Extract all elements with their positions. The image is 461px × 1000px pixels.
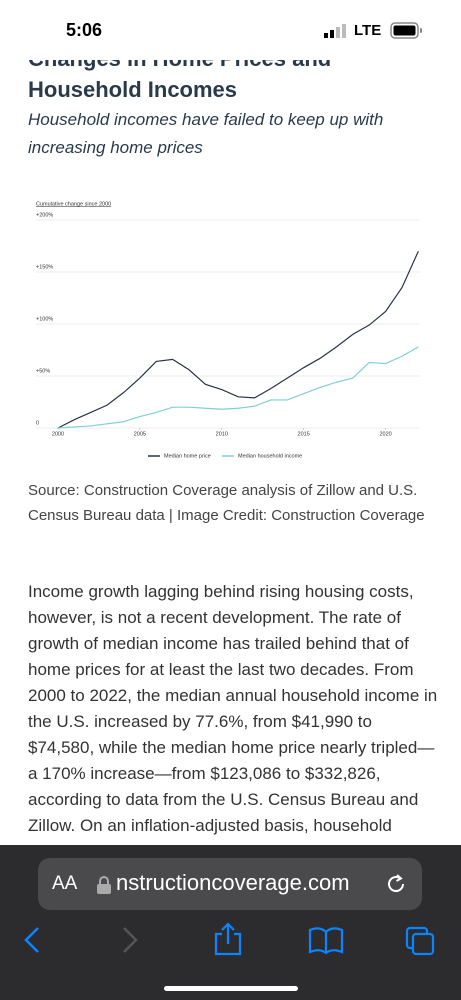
x-tick-label: 2000: [52, 431, 64, 437]
y-tick-label: +150%: [36, 264, 53, 270]
forward-button[interactable]: [123, 927, 138, 953]
battery-icon: [390, 22, 422, 39]
time: 5:06: [66, 20, 103, 40]
x-tick-label: 2010: [216, 431, 228, 437]
line-series: [57, 346, 419, 429]
y-axis-label: Cumulative change since 2000: [36, 201, 111, 207]
bookmarks-button[interactable]: [308, 927, 344, 955]
y-tick-label: +100%: [36, 316, 53, 322]
tabs-button[interactable]: [405, 926, 435, 956]
x-tick-label: 2005: [134, 431, 146, 437]
url[interactable]: nstructioncoverage.com: [116, 870, 350, 895]
status-bar: 5:06 LTE: [0, 0, 461, 60]
x-tick-label: 2015: [298, 431, 310, 437]
network: LTE: [354, 22, 382, 39]
back-button[interactable]: [24, 927, 39, 953]
x-tick-label: 2020: [379, 431, 391, 437]
subtitle: Household incomes have failed to keep up…: [28, 110, 384, 157]
signal-icon: [324, 24, 346, 38]
paragraph: Income growth lagging behind rising hous…: [28, 582, 438, 835]
y-tick-label: 0: [36, 420, 39, 426]
nav-icons: [24, 922, 435, 991]
legend-label: Median home price: [164, 453, 211, 459]
y-tick-label: +50%: [36, 368, 50, 374]
chart: Cumulative change since 2000 0 +50% +100% +…: [36, 201, 420, 459]
title-line: Household Incomes: [28, 77, 238, 102]
address-bar[interactable]: AA nstructioncoverage.com: [38, 858, 422, 910]
home-indicator: [164, 986, 298, 991]
share-button[interactable]: [214, 922, 242, 956]
text-size-button[interactable]: AA: [52, 873, 78, 894]
lock-icon: [97, 876, 111, 894]
browser-toolbar: AA nstructioncoverage.com: [0, 845, 461, 1000]
reload-icon[interactable]: [384, 872, 408, 896]
line-series: [57, 250, 419, 429]
legend-label: Median household income: [238, 453, 302, 459]
y-tick-label: +200%: [36, 212, 53, 218]
image-caption: Source: Construction Coverage analysis o…: [28, 482, 425, 524]
